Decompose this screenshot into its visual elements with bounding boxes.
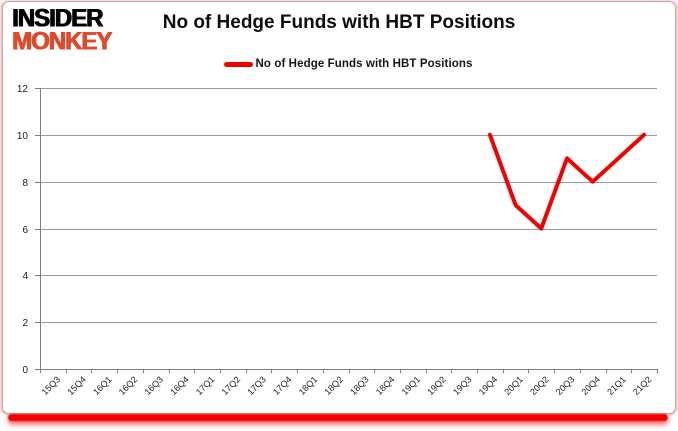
svg-text:0: 0 (22, 365, 28, 376)
svg-text:19Q2: 19Q2 (425, 374, 448, 397)
svg-text:21Q1: 21Q1 (605, 374, 628, 397)
chart-card (2, 1, 676, 414)
svg-text:8: 8 (22, 178, 28, 189)
svg-text:2: 2 (22, 318, 28, 329)
chart-title: No of Hedge Funds with HBT Positions (162, 12, 516, 33)
svg-text:20Q3: 20Q3 (554, 374, 577, 397)
svg-text:20Q2: 20Q2 (528, 374, 551, 397)
svg-text:15Q3: 15Q3 (40, 374, 63, 397)
svg-text:18Q3: 18Q3 (348, 374, 371, 397)
svg-text:17Q4: 17Q4 (271, 374, 294, 397)
svg-text:16Q2: 16Q2 (117, 374, 140, 397)
svg-text:20Q4: 20Q4 (579, 374, 602, 397)
svg-text:6: 6 (22, 225, 28, 236)
svg-text:16Q4: 16Q4 (168, 374, 191, 397)
svg-text:16Q1: 16Q1 (91, 374, 114, 397)
bottom-red-glow-bar (8, 414, 668, 421)
svg-text:20Q1: 20Q1 (502, 374, 525, 397)
legend-series-label: No of Hedge Funds with HBT Positions (255, 58, 473, 70)
svg-text:18Q2: 18Q2 (322, 374, 345, 397)
legend-line-swatch (223, 61, 253, 67)
svg-text:18Q4: 18Q4 (374, 374, 397, 397)
insider-monkey-logo: INSIDER MONKEY (12, 4, 112, 56)
svg-text:16Q3: 16Q3 (142, 374, 165, 397)
legend: No of Hedge Funds with HBT Positions (0, 58, 678, 70)
svg-text:19Q3: 19Q3 (451, 374, 474, 397)
logo-line-monkey: MONKEY (12, 27, 112, 56)
svg-text:19Q1: 19Q1 (400, 374, 423, 397)
svg-text:17Q1: 17Q1 (194, 374, 217, 397)
svg-text:15Q4: 15Q4 (65, 374, 88, 397)
svg-text:21Q2: 21Q2 (631, 374, 654, 397)
logo-line-insider: INSIDER (12, 4, 103, 33)
svg-text:12: 12 (17, 84, 29, 95)
svg-text:17Q3: 17Q3 (245, 374, 268, 397)
svg-text:17Q2: 17Q2 (220, 374, 243, 397)
svg-text:4: 4 (22, 271, 28, 282)
svg-text:10: 10 (17, 131, 29, 142)
svg-text:18Q1: 18Q1 (297, 374, 320, 397)
svg-text:19Q4: 19Q4 (477, 374, 500, 397)
